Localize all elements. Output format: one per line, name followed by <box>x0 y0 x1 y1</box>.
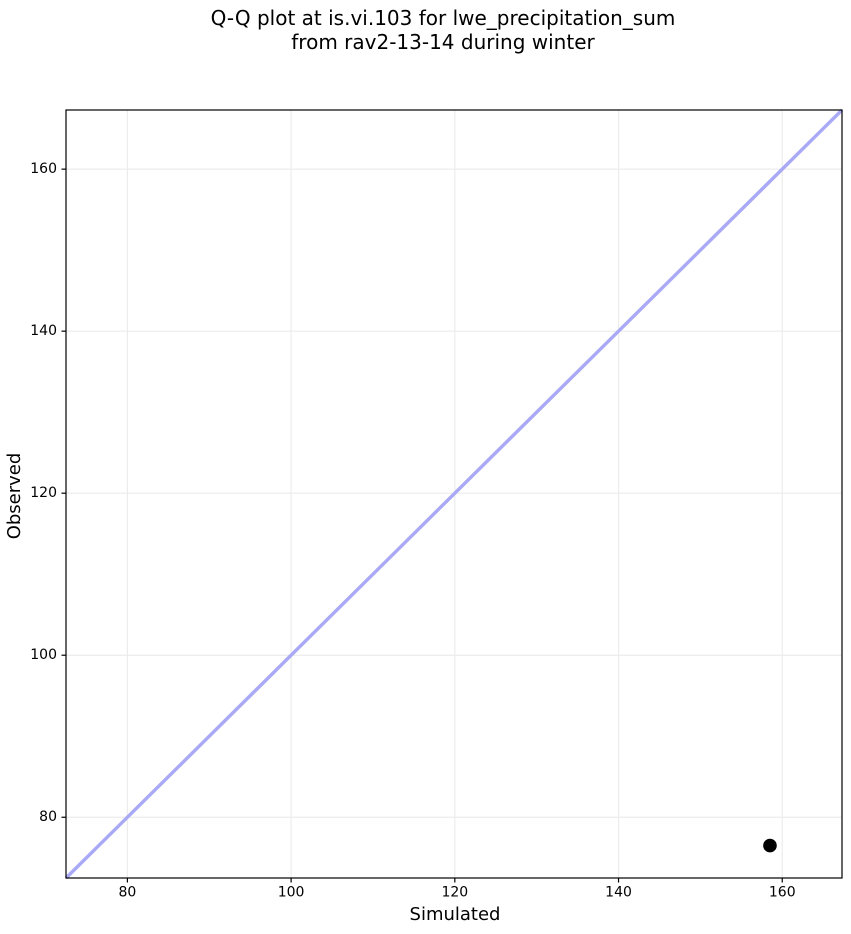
grid-lines <box>66 110 842 878</box>
y-axis-label: Observed <box>4 453 25 540</box>
y-tick-label: 100 <box>30 647 57 663</box>
y-tick-label: 80 <box>39 809 57 825</box>
x-tick-label: 160 <box>769 885 796 901</box>
x-axis-label: Simulated <box>410 904 501 925</box>
chart-title-line1: Q-Q plot at is.vi.103 for lwe_precipitat… <box>210 6 676 30</box>
x-tick-label: 140 <box>605 885 632 901</box>
chart-title: Q-Q plot at is.vi.103 for lwe_precipitat… <box>210 6 676 54</box>
y-tick-label: 120 <box>30 485 57 501</box>
y-tick-label: 160 <box>30 161 57 177</box>
x-tick-label: 120 <box>441 885 468 901</box>
y-tick-label: 140 <box>30 323 57 339</box>
identity-line-layer <box>64 108 844 880</box>
chart-title-line2: from rav2-13-14 during winter <box>291 29 595 54</box>
identity-line <box>64 108 844 880</box>
data-point-layer <box>763 838 777 853</box>
axis-ticks: 80 100 120 140 160 80 100 120 140 160 <box>30 161 795 900</box>
x-tick-label: 100 <box>278 885 305 901</box>
x-tick-label: 80 <box>118 885 136 901</box>
data-point <box>763 838 777 853</box>
plot-border <box>65 109 843 879</box>
